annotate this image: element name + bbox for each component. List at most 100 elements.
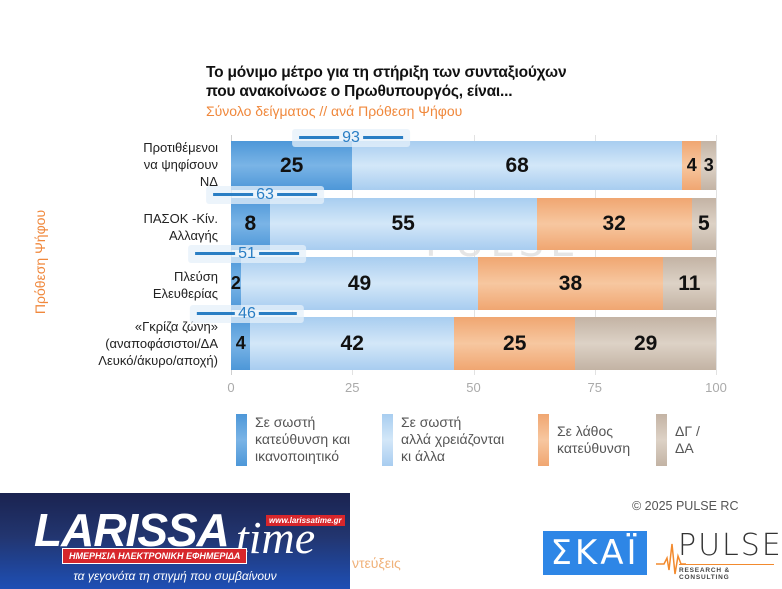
x-tick-label: 0 xyxy=(227,380,235,395)
x-tick-label: 75 xyxy=(587,380,602,395)
bar-value-label: 11 xyxy=(678,271,701,295)
total-value: 46 xyxy=(238,305,256,322)
bar-segment[interactable]: 38 xyxy=(478,257,663,310)
legend-label-line: κατεύθυνση και xyxy=(255,431,351,447)
category-label-line: Προτιθέμενοι xyxy=(143,140,218,155)
category-label: Πλεύση Ελευθερίας xyxy=(153,268,218,302)
larissatime-banner[interactable]: LARISSA time www.larissatime.gr ΗΜΕΡΗΣΙΑ… xyxy=(0,493,350,589)
bar-value-label: 32 xyxy=(602,212,626,235)
bar-segment[interactable]: 29 xyxy=(575,317,716,370)
legend-item[interactable]: Σε σωστή αλλά χρειάζονται κι άλλα xyxy=(382,414,504,466)
grid-line xyxy=(594,135,596,375)
grid-line xyxy=(473,135,475,375)
total-value: 51 xyxy=(238,245,256,262)
total-dash xyxy=(258,312,298,316)
category-label-line: να ψηφίσουν xyxy=(143,157,218,172)
legend-item[interactable]: Σε λάθος κατεύθυνση xyxy=(538,414,630,466)
legend-label: ΔΓ / ΔΑ xyxy=(675,414,700,466)
bar-segment[interactable]: 4 xyxy=(682,141,702,190)
bar-value-label: 25 xyxy=(503,331,527,355)
total-value: 93 xyxy=(342,129,360,146)
positive-total-label: 51 xyxy=(188,245,306,263)
legend-label-line: κατεύθυνση xyxy=(557,440,631,456)
bar-segment[interactable]: 11 xyxy=(662,257,716,310)
pulse-logo-underline xyxy=(679,564,774,565)
legend-label: Σε λάθος κατεύθυνση xyxy=(557,414,630,466)
pulse-logo-subtext: RESEARCH & CONSULTING xyxy=(679,567,730,581)
positive-total-label: 63 xyxy=(206,186,324,204)
positive-total-label: 46 xyxy=(189,305,305,323)
bar-segment[interactable]: 3 xyxy=(701,141,716,190)
category-label: ΠΑΣΟΚ -Κίν. Αλλαγής xyxy=(144,210,219,244)
bar-value-label: 68 xyxy=(505,153,529,177)
category-label-line: Ελευθερίας xyxy=(152,286,218,301)
total-dash xyxy=(299,136,340,140)
grid-line xyxy=(716,135,717,375)
x-tick-label: 50 xyxy=(466,380,481,395)
y-axis-title: Πρόθεση Ψήφου xyxy=(32,209,48,315)
stacked-bar: 25 68 4 3 xyxy=(231,141,716,190)
bar-value-label: 29 xyxy=(633,331,658,355)
category-label-line: (αναποφάσιστοι/ΔΑ xyxy=(105,336,218,351)
x-tick-label: 100 xyxy=(705,380,727,395)
copyright-text: © 2025 PULSE RC xyxy=(632,499,739,513)
category-label: Προτιθέμενοι να ψηφίσουν ΝΔ xyxy=(143,139,218,190)
bar-segment[interactable]: 32 xyxy=(536,198,692,250)
legend-label-line: Σε σωστή xyxy=(401,414,462,430)
total-dash xyxy=(213,193,254,197)
total-dash xyxy=(362,136,403,140)
bar-segment[interactable]: 5 xyxy=(691,198,716,250)
larissa-logo-text: LARISSA xyxy=(34,504,230,556)
category-label-line: ΠΑΣΟΚ -Κίν. xyxy=(143,211,219,226)
bar-value-label: 4 xyxy=(686,155,697,175)
bar-segment[interactable]: 55 xyxy=(269,198,537,250)
pulse-logo-text: PULSE xyxy=(678,528,782,563)
legend-label: Σε σωστή κατεύθυνση και ικανοποιητικό xyxy=(255,414,350,466)
positive-total-label: 93 xyxy=(292,129,410,147)
bar-value-label: 4 xyxy=(235,333,246,353)
legend-label-line: ικανοποιητικό xyxy=(255,448,340,464)
legend-label: Σε σωστή αλλά χρειάζονται κι άλλα xyxy=(401,414,504,466)
legend-item[interactable]: Σε σωστή κατεύθυνση και ικανοποιητικό xyxy=(236,414,350,466)
total-dash xyxy=(276,193,317,197)
legend-label-line: ΔΑ xyxy=(675,440,694,456)
bar-segment[interactable]: 49 xyxy=(240,257,479,310)
category-label-line: Πλεύση xyxy=(173,269,218,284)
total-dash xyxy=(195,252,236,256)
x-tick-label: 25 xyxy=(345,380,360,395)
skai-logo: ΣΚΑΪ xyxy=(543,531,647,575)
banner-red-label: ΗΜΕΡΗΣΙΑ ΗΛΕΚΤΡΟΝΙΚΗ ΕΦΗΜΕΡΙΔΑ xyxy=(62,548,248,564)
legend-item[interactable]: ΔΓ / ΔΑ xyxy=(656,414,700,466)
legend-swatch xyxy=(538,414,549,466)
banner-tagline: τα γεγονότα τη στιγμή που συμβαίνουν xyxy=(73,569,277,583)
bar-value-label: 49 xyxy=(347,271,372,295)
bar-value-label: 25 xyxy=(279,153,304,177)
total-value: 63 xyxy=(256,186,274,203)
legend-swatch xyxy=(236,414,247,466)
category-label: «Γκρίζα ζώνη» (αναποφάσιστοι/ΔΑ Λευκό/άκυρ… xyxy=(98,318,218,369)
bar-segment[interactable]: 8 xyxy=(231,198,270,250)
total-dash xyxy=(196,312,236,316)
banner-url[interactable]: www.larissatime.gr xyxy=(266,515,345,526)
bar-value-label: 55 xyxy=(391,212,415,235)
chart-title-line-1: Το μόνιμο μέτρο για τη στήριξη των συντα… xyxy=(206,64,567,81)
bar-segment[interactable]: 4 xyxy=(231,317,251,370)
category-label-line: Αλλαγής xyxy=(169,228,218,243)
bar-segment[interactable]: 25 xyxy=(454,317,576,370)
bar-value-label: 3 xyxy=(703,155,714,175)
bar-value-label: 38 xyxy=(558,271,583,295)
bar-segment[interactable]: 68 xyxy=(352,141,683,190)
total-dash xyxy=(258,252,299,256)
category-label-line: ΝΔ xyxy=(199,174,218,189)
bar-value-label: 42 xyxy=(340,331,364,355)
bar-segment[interactable]: 2 xyxy=(231,257,241,310)
bar-value-label: 5 xyxy=(698,212,710,235)
bar-segment[interactable]: 42 xyxy=(250,317,455,370)
stacked-bar: 8 55 32 5 xyxy=(231,198,716,250)
category-label-line: Λευκό/άκυρο/αποχή) xyxy=(98,353,218,368)
legend-swatch xyxy=(656,414,667,466)
bar-segment[interactable]: 25 xyxy=(231,141,353,190)
legend-label-line: αλλά χρειάζονται xyxy=(401,431,505,447)
bar-value-label: 8 xyxy=(244,212,257,235)
legend-label-line: Σε λάθος xyxy=(557,423,613,439)
